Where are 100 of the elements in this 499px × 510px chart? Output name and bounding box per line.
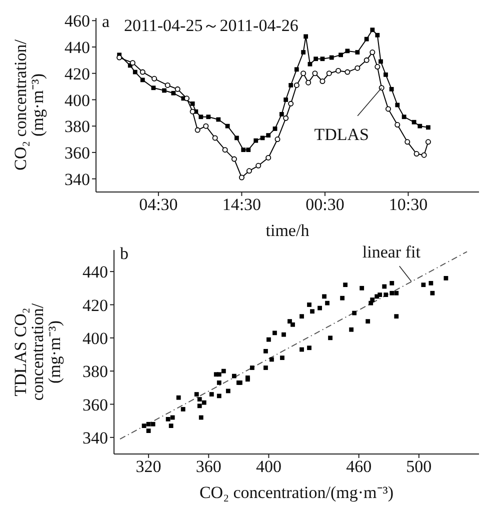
point bbox=[246, 148, 251, 152]
point bbox=[241, 148, 246, 152]
point bbox=[288, 83, 294, 88]
point bbox=[238, 174, 244, 180]
y-tick-label: 360 bbox=[64, 143, 90, 162]
point bbox=[426, 125, 430, 130]
x-tick-label: 500 bbox=[406, 457, 432, 476]
point bbox=[274, 136, 280, 142]
y-tick-label: 340 bbox=[82, 428, 108, 448]
point bbox=[151, 86, 156, 90]
point bbox=[320, 78, 326, 84]
point bbox=[425, 139, 431, 145]
point bbox=[231, 156, 237, 162]
point bbox=[279, 112, 284, 116]
x-tick-label: 360 bbox=[196, 457, 222, 476]
point bbox=[294, 82, 300, 88]
point bbox=[164, 82, 170, 88]
point bbox=[266, 133, 271, 138]
point bbox=[266, 154, 272, 160]
x-tick-label: 00:30 bbox=[306, 195, 344, 214]
point bbox=[283, 115, 289, 121]
point bbox=[344, 69, 350, 75]
point bbox=[162, 88, 166, 93]
point bbox=[404, 139, 410, 145]
point bbox=[402, 114, 406, 120]
point bbox=[375, 32, 380, 38]
x-tick-label: 10:30 bbox=[388, 195, 428, 214]
point bbox=[254, 138, 258, 143]
y-tick-label: 340 bbox=[64, 170, 90, 189]
point bbox=[272, 126, 278, 131]
y-tick-label: 460 bbox=[64, 12, 90, 31]
point bbox=[222, 147, 228, 153]
point bbox=[216, 117, 221, 122]
point bbox=[320, 56, 325, 62]
point bbox=[414, 151, 420, 157]
point bbox=[140, 69, 146, 75]
x-tick-label: 460 bbox=[346, 457, 372, 476]
chart-title: a bbox=[102, 12, 110, 32]
point bbox=[174, 86, 180, 92]
y-tick-label: 440 bbox=[82, 262, 108, 282]
x-tick-label: 320 bbox=[136, 457, 162, 476]
point bbox=[421, 152, 427, 158]
y-axis-title: TDLAS CO₂ concentration/ (mg·m⁻³) bbox=[11, 303, 64, 401]
point bbox=[394, 122, 400, 128]
point bbox=[364, 36, 369, 42]
point bbox=[329, 55, 334, 60]
y-tick-label: 400 bbox=[64, 90, 90, 110]
point bbox=[354, 65, 360, 71]
point bbox=[378, 59, 383, 64]
point bbox=[246, 168, 252, 174]
y-tick-label: 380 bbox=[64, 117, 90, 136]
point bbox=[370, 28, 375, 32]
point bbox=[225, 124, 230, 128]
point bbox=[194, 127, 200, 133]
annotation: linear fit bbox=[362, 242, 421, 262]
point bbox=[418, 124, 422, 128]
point bbox=[308, 62, 312, 66]
point bbox=[171, 90, 176, 96]
chart-subtitle: 2011-04-25～2011-04-26 bbox=[124, 15, 298, 37]
point bbox=[345, 48, 350, 54]
point bbox=[206, 114, 211, 120]
y-tick-label: 420 bbox=[64, 64, 90, 84]
point bbox=[301, 50, 306, 54]
point bbox=[336, 68, 342, 74]
x-axis-title: CO₂ concentration/(mg·m⁻³) bbox=[199, 483, 394, 502]
point bbox=[190, 101, 195, 106]
point bbox=[312, 70, 318, 76]
point bbox=[385, 106, 391, 112]
point bbox=[300, 70, 306, 76]
chart-title: b bbox=[120, 244, 128, 264]
point bbox=[203, 123, 209, 129]
point bbox=[374, 64, 380, 70]
point bbox=[132, 70, 138, 74]
series-label: TDLAS bbox=[314, 124, 369, 144]
point bbox=[412, 120, 416, 124]
point bbox=[184, 96, 190, 102]
point bbox=[294, 67, 299, 72]
point bbox=[284, 98, 288, 102]
point bbox=[395, 102, 400, 108]
point bbox=[355, 50, 360, 54]
point bbox=[364, 57, 370, 63]
point bbox=[384, 72, 388, 77]
point bbox=[130, 60, 136, 66]
y-tick-label: 440 bbox=[64, 38, 90, 58]
point bbox=[234, 136, 239, 140]
point bbox=[370, 50, 376, 56]
point bbox=[326, 70, 332, 76]
point bbox=[152, 76, 158, 82]
x-axis-title: time/h bbox=[266, 221, 310, 240]
point bbox=[140, 78, 145, 82]
point bbox=[306, 80, 312, 86]
y-tick-label: 400 bbox=[82, 328, 108, 348]
point bbox=[288, 100, 294, 106]
point bbox=[198, 114, 204, 120]
point bbox=[256, 162, 262, 168]
point bbox=[389, 86, 394, 92]
point bbox=[314, 56, 318, 62]
point bbox=[212, 135, 218, 141]
y-tick-label: 380 bbox=[82, 362, 108, 382]
point bbox=[338, 52, 343, 58]
